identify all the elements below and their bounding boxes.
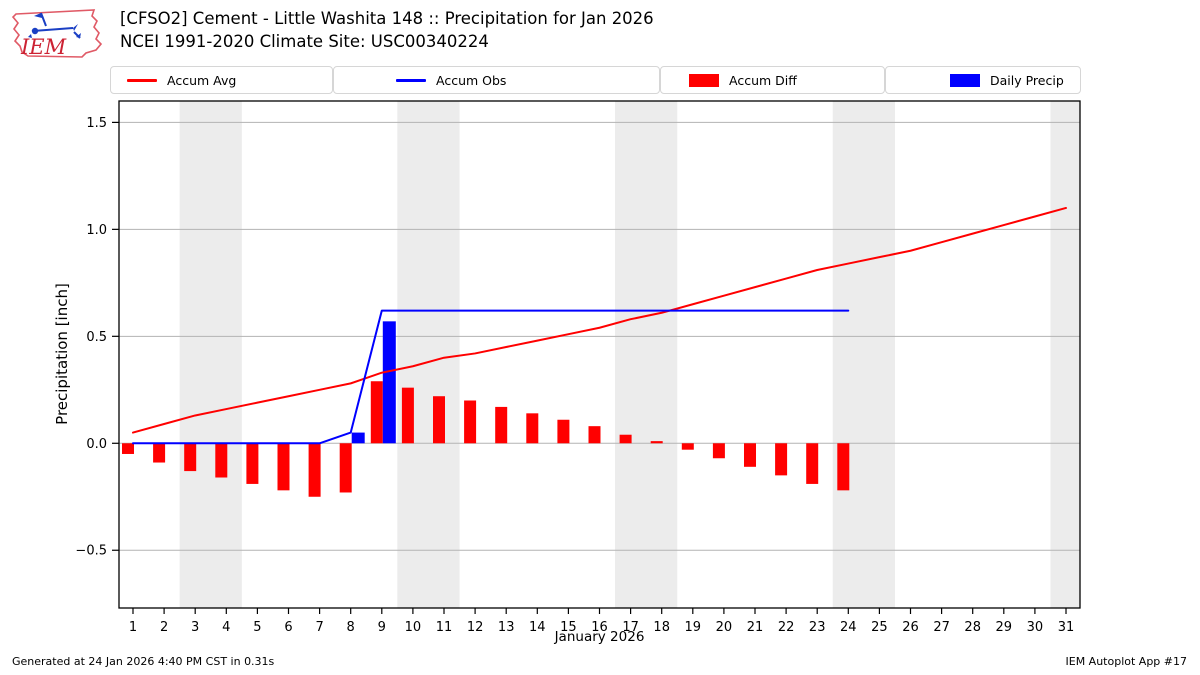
y-axis-ticks: −0.5 0.0 0.5 1.0 1.5 [75,116,119,559]
weather-vane-icon [28,12,81,39]
svg-text:2: 2 [160,620,168,635]
svg-text:14: 14 [529,620,546,635]
svg-text:17: 17 [622,620,639,635]
svg-text:29: 29 [996,620,1013,635]
generated-timestamp: Generated at 24 Jan 2026 4:40 PM CST in … [12,655,275,668]
legend-item-daily-precip: Daily Precip [885,66,1081,94]
daily-precip-bars [351,321,396,444]
svg-text:12: 12 [467,620,484,635]
svg-text:8: 8 [347,620,355,635]
svg-text:18: 18 [653,620,670,635]
plot-frame [118,100,1081,609]
iem-logo: IEM [11,9,103,59]
svg-text:4: 4 [222,620,230,635]
legend-item-accum-diff: Accum Diff [660,66,885,94]
weekend-bands [179,101,1080,608]
legend-label-accum-avg: Accum Avg [167,72,237,88]
iem-logo-text: IEM [20,35,67,59]
svg-text:15: 15 [560,620,577,635]
gridlines [119,121,1080,551]
svg-text:30: 30 [1027,620,1044,635]
accum-diff-bars [121,381,850,497]
app-credit: IEM Autoplot App #17 [1065,655,1188,668]
svg-text:28: 28 [964,620,981,635]
svg-text:−0.5: −0.5 [75,544,107,559]
svg-text:24: 24 [840,620,857,635]
daily-precip-patch-sample-icon [950,73,980,87]
iowa-outline [11,9,103,58]
svg-text:7: 7 [315,620,323,635]
svg-text:0.5: 0.5 [86,330,107,345]
svg-text:1.5: 1.5 [86,116,107,131]
svg-text:23: 23 [809,620,826,635]
accum-diff-patch-sample-icon [689,73,719,87]
accum-avg-line-sample-icon [127,78,157,82]
legend-label-accum-diff: Accum Diff [729,72,797,88]
svg-text:16: 16 [591,620,608,635]
x-axis-label: January 2026 [554,629,645,645]
svg-text:1: 1 [129,620,137,635]
y-axis-label: Precipitation [inch] [53,283,71,425]
svg-text:19: 19 [685,620,702,635]
svg-text:22: 22 [778,620,795,635]
svg-text:0.0: 0.0 [86,437,107,452]
svg-text:11: 11 [436,620,453,635]
svg-text:9: 9 [378,620,386,635]
legend-label-daily-precip: Daily Precip [990,72,1064,88]
svg-text:25: 25 [871,620,888,635]
page-subtitle: NCEI 1991-2020 Climate Site: USC00340224 [120,32,489,51]
accum-obs-line [131,309,850,445]
page-title: [CFSO2] Cement - Little Washita 148 :: P… [120,9,654,28]
svg-text:13: 13 [498,620,515,635]
x-axis-ticks: 1 2 3 4 5 6 7 8 9 10 11 12 13 14 15 16 17 18 19 20 21 22 23 24 2… [129,608,1074,635]
svg-text:26: 26 [902,620,919,635]
svg-text:6: 6 [284,620,292,635]
accum-obs-line-sample-icon [396,78,426,82]
svg-text:5: 5 [253,620,261,635]
legend-item-accum-obs: Accum Obs [333,66,660,94]
legend-label-accum-obs: Accum Obs [436,72,507,88]
svg-text:31: 31 [1058,620,1075,635]
legend-item-accum-avg: Accum Avg [110,66,333,94]
svg-text:3: 3 [191,620,199,635]
svg-text:20: 20 [716,620,733,635]
legend: Accum Avg Accum Obs Accum Diff Daily Pre… [110,66,1081,94]
svg-text:21: 21 [747,620,764,635]
svg-text:10: 10 [405,620,422,635]
svg-text:27: 27 [933,620,950,635]
accum-avg-line [131,206,1068,434]
svg-text:1.0: 1.0 [86,223,107,238]
